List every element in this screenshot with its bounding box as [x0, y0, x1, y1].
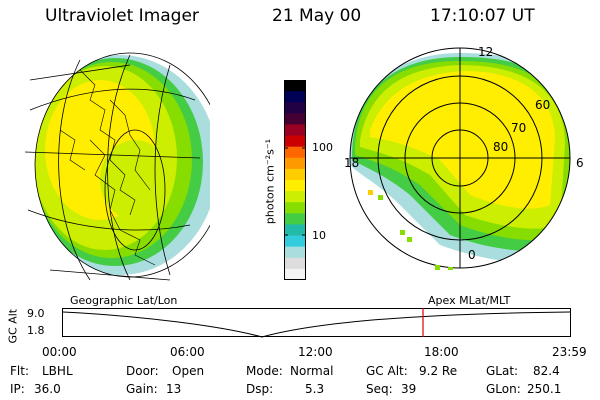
colorbar-band: [284, 191, 306, 203]
colorbar-band: [284, 180, 306, 192]
seq-label: Seq:: [366, 382, 393, 396]
timeline-right-label: Apex MLat/MLT: [428, 294, 511, 307]
timeline-left-label: Geographic Lat/Lon: [70, 294, 178, 307]
colorbar-band: [284, 213, 306, 225]
colorbar-band: [284, 157, 306, 170]
dsp-value: 5.3: [305, 382, 325, 396]
gcalt-label: GC Alt:: [366, 364, 408, 378]
flt-label: Flt:: [10, 364, 29, 378]
colorbar-band: [284, 146, 306, 159]
geographic-image: [24, 52, 210, 281]
xtick-1800: 18:00: [424, 345, 459, 359]
colorbar-band: [284, 135, 306, 148]
polar-dots: [368, 190, 453, 270]
mlt-label-6: 6: [576, 156, 584, 170]
mlt-label-18: 18: [344, 156, 360, 170]
xtick-2359: 23:59: [552, 345, 587, 359]
colorbar-band: [284, 257, 306, 270]
flt-value: LBHL: [42, 364, 73, 378]
colorbar-band: [284, 91, 306, 103]
xtick-0000: 00:00: [42, 345, 77, 359]
colorbar-band: [284, 80, 306, 92]
glat-label: GLat:: [486, 364, 519, 378]
colorbar-band: [284, 224, 306, 237]
ip-label: IP:: [10, 382, 25, 396]
time-label: 17:10:07 UT: [430, 6, 535, 26]
colorbar-unit-label: photon cm⁻²s⁻¹: [263, 138, 277, 225]
gcalt-value: 9.2 Re: [419, 364, 458, 378]
colorbar-band: [284, 113, 306, 125]
colorbar-band: [284, 168, 306, 181]
mlt-label-12: 12: [478, 45, 494, 59]
date-label: 21 May 00: [272, 6, 362, 26]
gain-label: Gain:: [126, 382, 158, 396]
colorbar: [284, 80, 306, 280]
door-value: Open: [172, 364, 205, 378]
lat-label-70: 70: [511, 121, 527, 135]
glon-value: 250.1: [527, 382, 562, 396]
colorbar-tick-10: 10: [312, 229, 326, 242]
mode-label: Mode:: [246, 364, 283, 378]
mode-value: Normal: [290, 364, 334, 378]
timeline-ytick-low: 1.8: [27, 324, 45, 337]
mlt-label-0: 0: [468, 248, 476, 262]
xtick-0600: 06:00: [170, 345, 205, 359]
colorbar-band: [284, 235, 306, 248]
glat-value: 82.4: [533, 364, 560, 378]
door-label: Door:: [126, 364, 159, 378]
colorbar-tick-100: 100: [312, 141, 333, 154]
seq-value: 39: [401, 382, 417, 396]
xtick-1200: 12:00: [298, 345, 333, 359]
coastlines: [59, 69, 156, 266]
altitude-timeline: [62, 308, 571, 338]
colorbar-band: [284, 102, 306, 114]
colorbar-band: [284, 246, 306, 259]
lat-label-60: 60: [535, 98, 551, 112]
map-grid: [24, 52, 210, 281]
gain-value: 13: [166, 382, 182, 396]
ip-value: 36.0: [34, 382, 61, 396]
glon-label: GLon:: [486, 382, 521, 396]
instrument-title: Ultraviolet Imager: [45, 6, 199, 26]
polar-grid: [349, 47, 571, 269]
lat-label-80: 80: [493, 140, 509, 154]
colorbar-band: [284, 268, 306, 280]
polar-plot: [349, 47, 571, 270]
colorbar-band: [284, 202, 306, 214]
timeline-ytick-high: 9.0: [27, 307, 45, 320]
colorbar-band: [284, 124, 306, 137]
timeline-axis-label: GC Alt: [6, 308, 20, 344]
dsp-label: Dsp:: [246, 382, 274, 396]
